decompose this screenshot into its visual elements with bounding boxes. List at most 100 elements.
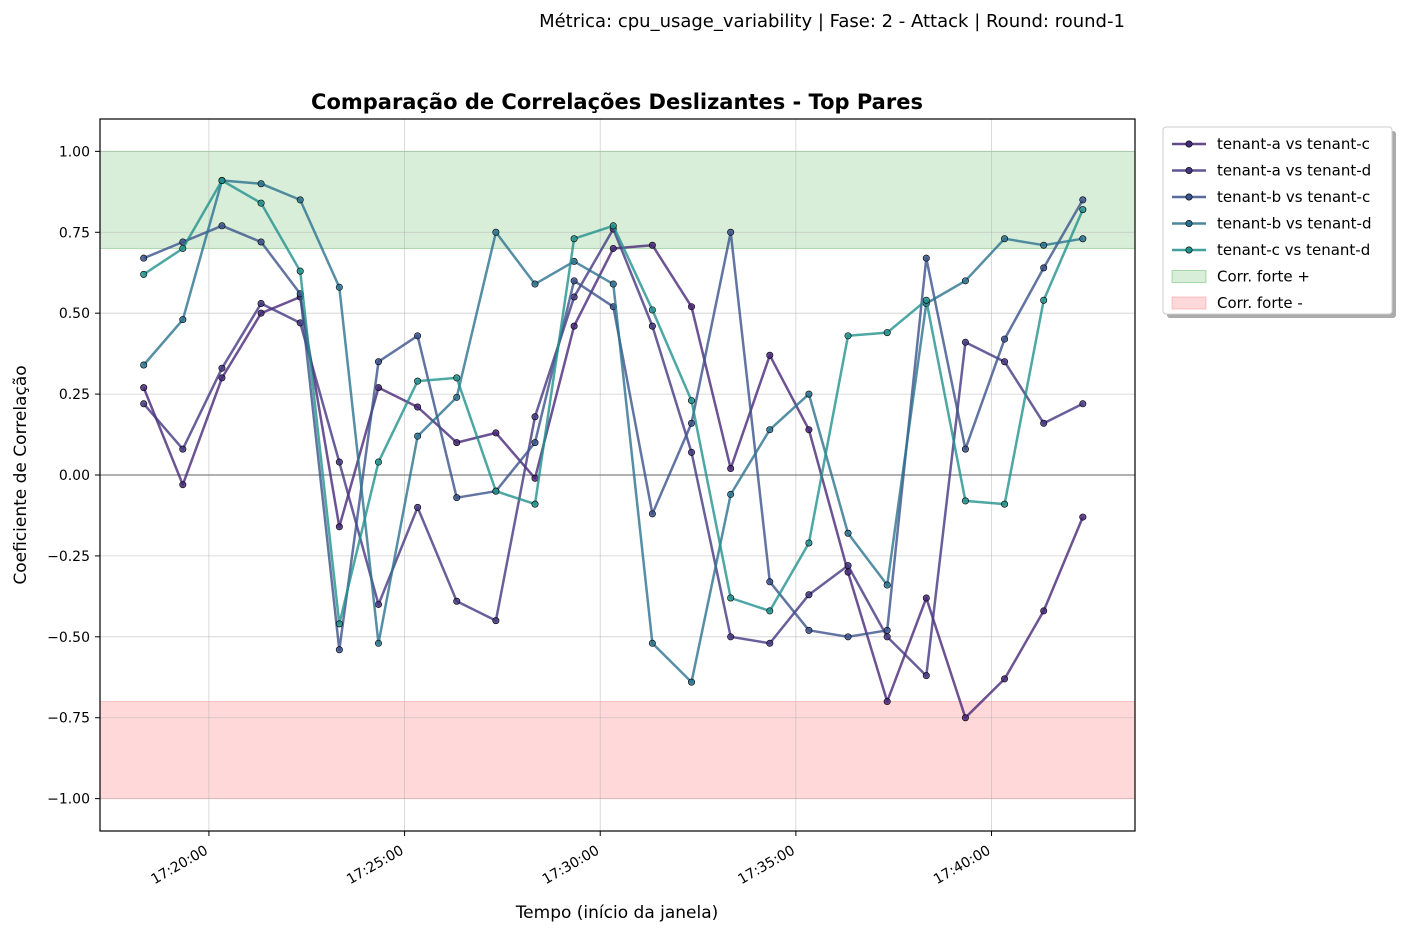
series-1-point	[883, 698, 891, 706]
series-4-point	[961, 277, 969, 285]
series-1-point	[492, 429, 500, 437]
series-5-point	[922, 296, 930, 304]
series-4-point	[1079, 235, 1087, 243]
series-2-point	[179, 445, 187, 453]
series-4-point	[844, 529, 852, 537]
series-5-point	[374, 458, 382, 466]
series-5-point	[727, 594, 735, 602]
legend-band-label-2: Corr. forte -	[1217, 294, 1303, 312]
series-5-point	[296, 267, 304, 275]
series-5-point	[257, 199, 265, 207]
series-2-point	[688, 448, 696, 456]
series-4-point	[179, 316, 187, 324]
series-1-point	[961, 714, 969, 722]
series-4-point	[1040, 241, 1048, 249]
series-2-point	[922, 672, 930, 680]
x-tick-label: 17:35:00	[735, 843, 797, 888]
series-4-point	[531, 280, 539, 288]
series-1-point	[140, 384, 148, 392]
y-axis-label: Coeficiente de Correlação	[11, 365, 31, 584]
series-3-point	[335, 646, 343, 654]
series-4-point	[805, 390, 813, 398]
x-tick-label: 17:40:00	[931, 843, 993, 888]
y-tick-label: −0.75	[47, 711, 90, 727]
legend-marker-1	[1185, 140, 1193, 148]
legend-label-5: tenant-c vs tenant-d	[1217, 241, 1370, 259]
x-tick-label: 17:30:00	[540, 843, 602, 888]
series-5-point	[609, 222, 617, 230]
series-3-point	[1040, 264, 1048, 272]
y-tick-label: 0.25	[59, 387, 90, 403]
series-4-point	[453, 393, 461, 401]
legend-marker-4	[1185, 220, 1193, 228]
series-4-point	[609, 280, 617, 288]
series-3-point	[140, 254, 148, 262]
y-tick-label: −0.25	[47, 549, 90, 565]
series-1-point	[727, 465, 735, 473]
legend-patch-2	[1171, 296, 1207, 310]
series-4-point	[766, 426, 774, 434]
y-tick-label: 0.50	[59, 306, 90, 322]
x-tick-label: 17:20:00	[148, 843, 210, 888]
band-strong-negative	[99, 701, 1136, 800]
series-2-point	[766, 639, 774, 647]
series-4-point	[727, 490, 735, 498]
series-1-point	[805, 426, 813, 434]
x-tick-label: 17:25:00	[344, 843, 406, 888]
series-3-point	[961, 445, 969, 453]
series-3-point	[1079, 196, 1087, 204]
series-4-point	[140, 361, 148, 369]
series-line-3	[143, 199, 1084, 652]
legend-marker-5	[1185, 246, 1193, 254]
series-2-point	[335, 458, 343, 466]
series-1-point	[609, 244, 617, 252]
legend-patch-1	[1171, 270, 1207, 283]
series-2-point	[883, 633, 891, 641]
series-5-point	[414, 377, 422, 385]
series-5-point	[335, 620, 343, 628]
series-5-point	[1040, 296, 1048, 304]
series-1-point	[766, 351, 774, 359]
series-3-point	[883, 626, 891, 634]
series-5-point	[961, 497, 969, 505]
series-2-point	[414, 503, 422, 511]
series-4-point	[648, 639, 656, 647]
series-2-point	[492, 617, 500, 625]
series-3-point	[257, 238, 265, 246]
series-5-point	[805, 539, 813, 547]
y-tick-label: 1.00	[59, 144, 90, 160]
series-2-point	[374, 600, 382, 608]
series-2-point	[844, 562, 852, 570]
series-4-point	[257, 180, 265, 188]
series-5-point	[844, 332, 852, 340]
series-2-point	[1040, 419, 1048, 427]
series-3-point	[218, 222, 226, 230]
series-3-point	[727, 228, 735, 236]
series-5-point	[140, 270, 148, 278]
series-1-point	[648, 241, 656, 249]
series-4-point	[335, 283, 343, 291]
series-1-point	[1040, 607, 1048, 615]
series-3-point	[414, 332, 422, 340]
series-2-point	[727, 633, 735, 641]
y-tick-label: 0.00	[59, 468, 90, 484]
legend-label-3: tenant-b vs tenant-c	[1217, 188, 1370, 206]
series-5-point	[492, 487, 500, 495]
series-1-point	[1079, 513, 1087, 521]
series-5-point	[453, 374, 461, 382]
series-1-point	[570, 322, 578, 330]
y-tick-label: −0.50	[47, 630, 90, 646]
series-2-point	[218, 364, 226, 372]
series-5-point	[648, 306, 656, 314]
series-3-point	[453, 494, 461, 502]
series-5-point	[531, 500, 539, 508]
legend-marker-3	[1185, 193, 1193, 201]
x-axis-label: Tempo (início da janela)	[515, 903, 719, 923]
legend-band-label-1: Corr. forte +	[1217, 268, 1310, 286]
series-4-point	[296, 196, 304, 204]
legend-label-4: tenant-b vs tenant-d	[1217, 215, 1372, 233]
series-2-point	[453, 597, 461, 605]
series-line-4	[142, 179, 1084, 684]
series-2-point	[140, 400, 148, 408]
